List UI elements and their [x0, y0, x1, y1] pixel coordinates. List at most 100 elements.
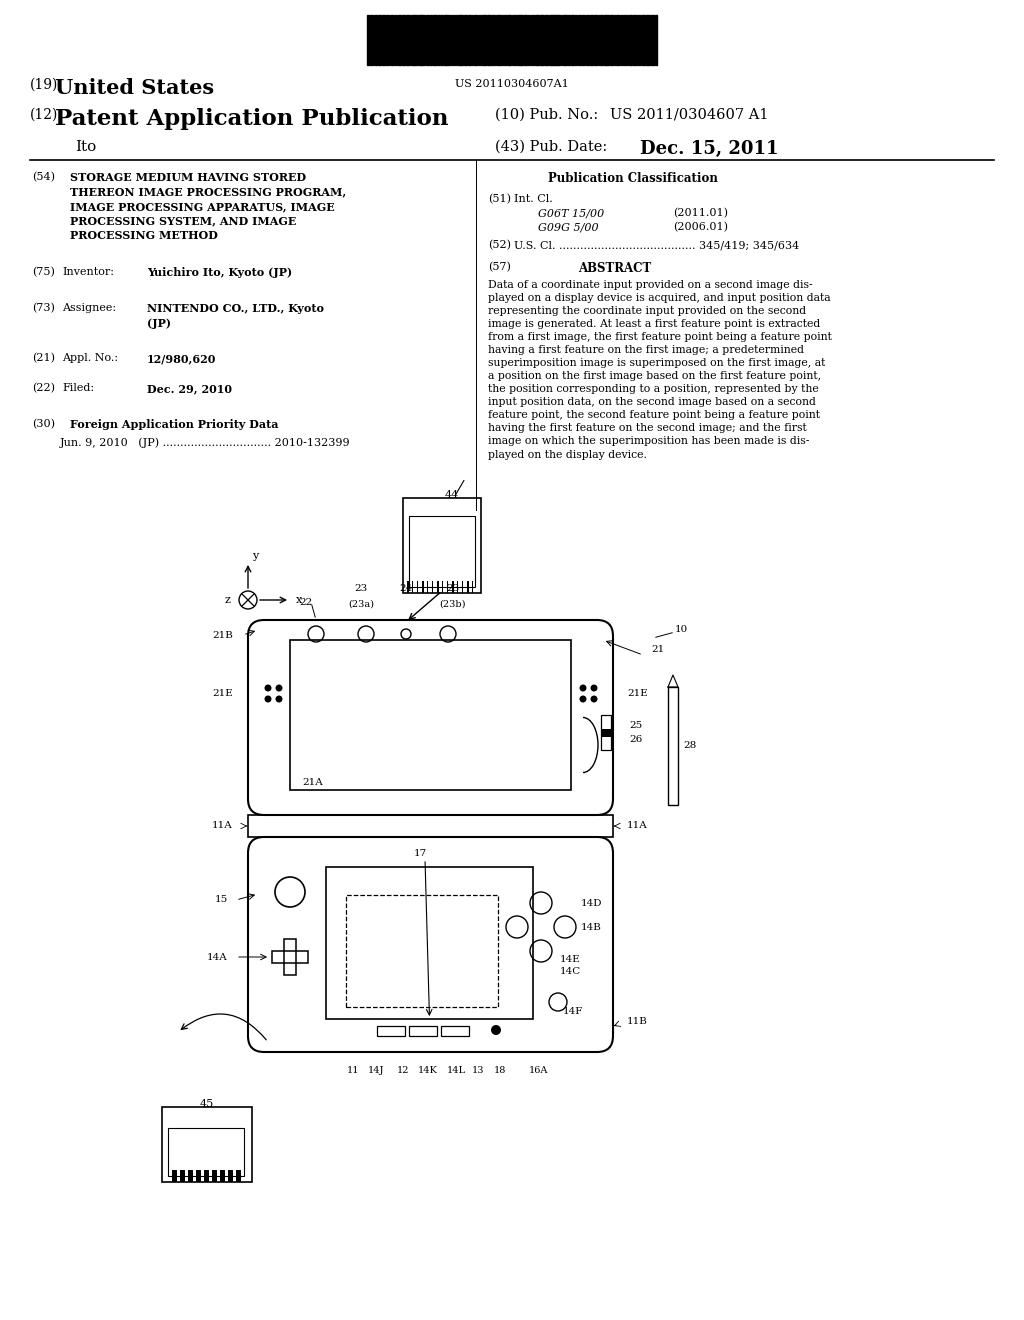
Bar [375, 15, 377, 65]
Bar [204, 1170, 209, 1181]
Bar [409, 516, 475, 587]
Text: 21: 21 [651, 645, 665, 655]
Bar [637, 15, 639, 65]
Bar [554, 15, 557, 65]
Bar [377, 1026, 406, 1036]
Text: Filed:: Filed: [62, 383, 94, 393]
Bar [326, 867, 534, 1019]
Bar [398, 15, 401, 65]
Text: x: x [296, 595, 302, 605]
Bar [594, 15, 597, 65]
Text: (23a): (23a) [348, 601, 374, 609]
Text: 11B: 11B [627, 1018, 648, 1027]
Text: 14L: 14L [446, 1067, 466, 1074]
Text: NINTENDO CO., LTD., Kyoto
(JP): NINTENDO CO., LTD., Kyoto (JP) [147, 304, 324, 329]
Text: (10) Pub. No.:: (10) Pub. No.: [495, 108, 598, 121]
Bar [582, 15, 584, 65]
Text: 14J: 14J [368, 1067, 384, 1074]
Bar [438, 15, 440, 65]
Text: (21): (21) [32, 352, 55, 363]
Bar [409, 1026, 437, 1036]
Bar [367, 15, 369, 65]
Bar [403, 498, 481, 593]
Bar [474, 15, 476, 65]
Text: STORAGE MEDIUM HAVING STORED
THEREON IMAGE PROCESSING PROGRAM,
IMAGE PROCESSING : STORAGE MEDIUM HAVING STORED THEREON IMA… [70, 172, 346, 242]
Bar [346, 895, 498, 1007]
Circle shape [591, 685, 597, 692]
Text: (12): (12) [30, 108, 58, 121]
Text: 18: 18 [494, 1067, 506, 1074]
Text: US 20110304607A1: US 20110304607A1 [455, 79, 569, 88]
Bar [532, 15, 534, 65]
Text: Foreign Application Priority Data: Foreign Application Priority Data [70, 418, 279, 430]
Text: 23: 23 [446, 583, 460, 593]
Text: Patent Application Publication: Patent Application Publication [55, 108, 449, 129]
Text: 17: 17 [414, 849, 427, 858]
Text: 23: 23 [354, 583, 368, 593]
Text: 28: 28 [683, 741, 696, 750]
Circle shape [580, 685, 587, 692]
Bar [616, 15, 618, 65]
Text: 10: 10 [675, 626, 688, 635]
Text: 24: 24 [399, 583, 413, 593]
Text: 22: 22 [299, 598, 312, 607]
Bar [172, 1170, 177, 1181]
Text: 11A: 11A [212, 821, 233, 830]
Text: 21E: 21E [627, 689, 648, 698]
Bar [549, 15, 551, 65]
Bar [460, 15, 463, 65]
Bar [504, 15, 506, 65]
Bar [642, 15, 645, 65]
Text: Int. Cl.: Int. Cl. [514, 194, 553, 205]
Text: (54): (54) [32, 172, 55, 182]
Text: Publication Classification: Publication Classification [548, 172, 718, 185]
Text: (51): (51) [488, 194, 511, 205]
Bar [507, 15, 509, 65]
Text: 44: 44 [444, 490, 459, 500]
Bar [651, 15, 654, 65]
Bar [446, 15, 449, 65]
Bar [444, 15, 446, 65]
Text: (75): (75) [32, 267, 55, 277]
Bar [391, 15, 393, 65]
Bar [590, 15, 593, 65]
Text: 11: 11 [347, 1067, 359, 1074]
Text: (43) Pub. Date:: (43) Pub. Date: [495, 140, 607, 154]
Bar [520, 15, 523, 65]
Text: (2011.01): (2011.01) [673, 209, 728, 218]
Text: (19): (19) [30, 78, 58, 92]
Text: ABSTRACT: ABSTRACT [578, 261, 651, 275]
Bar [212, 1170, 217, 1181]
Text: (22): (22) [32, 383, 55, 393]
Text: US 2011/0304607 A1: US 2011/0304607 A1 [610, 108, 768, 121]
Bar [546, 15, 548, 65]
Text: Assignee:: Assignee: [62, 304, 116, 313]
Bar [509, 15, 511, 65]
Bar [571, 15, 574, 65]
Bar [668, 686, 678, 805]
Text: Appl. No.:: Appl. No.: [62, 352, 118, 363]
Text: 26: 26 [629, 735, 642, 744]
Text: U.S. Cl. ....................................... 345/419; 345/634: U.S. Cl. ...............................… [514, 240, 800, 249]
Text: 16A: 16A [528, 1067, 548, 1074]
Text: Dec. 15, 2011: Dec. 15, 2011 [640, 140, 778, 158]
Text: Jun. 9, 2010   (JP) ............................... 2010-132399: Jun. 9, 2010 (JP) ......................… [60, 437, 350, 447]
Text: (2006.01): (2006.01) [673, 222, 728, 232]
Bar [168, 1129, 244, 1176]
Text: (23b): (23b) [439, 601, 466, 609]
Bar [655, 15, 657, 65]
Text: 11A: 11A [627, 821, 648, 830]
Bar [441, 1026, 469, 1036]
Bar [624, 15, 626, 65]
Bar [414, 15, 417, 65]
Bar [382, 15, 385, 65]
Circle shape [580, 696, 587, 702]
Bar [196, 1170, 201, 1181]
Bar [272, 950, 308, 964]
Bar [467, 581, 469, 593]
Text: 14E: 14E [560, 954, 581, 964]
Bar [248, 814, 613, 837]
Text: G09G 5/00: G09G 5/00 [538, 222, 599, 232]
Bar [162, 1107, 252, 1181]
Bar [601, 729, 611, 737]
